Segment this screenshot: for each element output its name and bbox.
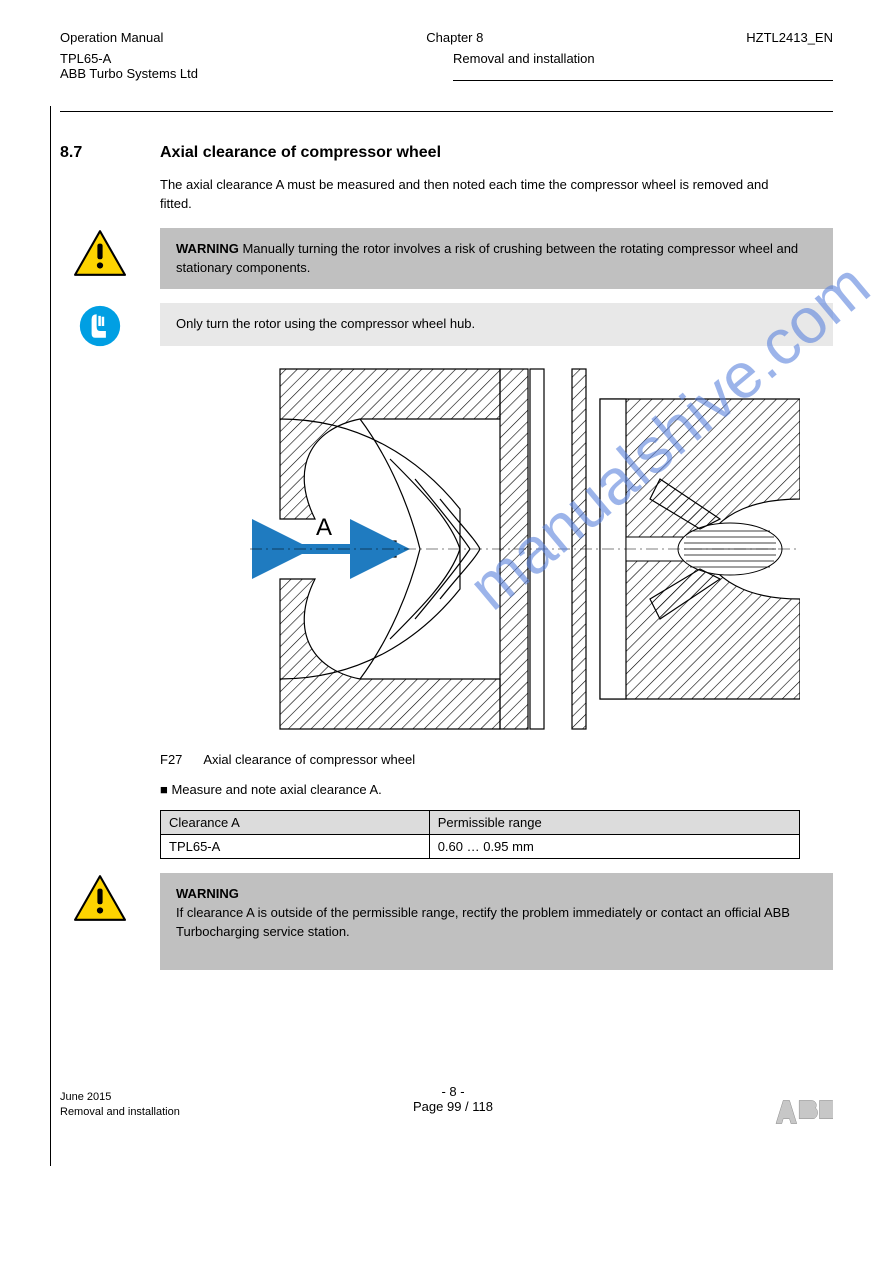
header-mid-row: TPL65-A ABB Turbo Systems Ltd Removal an…: [60, 47, 833, 81]
figure-caption: F27 Axial clearance of compressor wheel: [160, 752, 833, 767]
header-company: ABB Turbo Systems Ltd: [60, 66, 453, 81]
warning-icon: [74, 875, 126, 921]
gloves-icon: [79, 305, 121, 347]
intro-text: The axial clearance A must be measured a…: [160, 176, 800, 214]
figure-arrow-label: A: [316, 514, 332, 541]
footer-date: June 2015: [60, 1090, 180, 1105]
section-title: Axial clearance of compressor wheel: [160, 144, 833, 162]
note-body-1: Only turn the rotor using the compressor…: [176, 316, 475, 331]
header-top-row: Operation Manual Chapter 8 HZTL2413_EN: [60, 30, 833, 47]
table-header-left: Clearance A: [161, 811, 430, 835]
measure-text: Measure and note axial clearance A.: [171, 782, 381, 797]
warning-body-2: If clearance A is outside of the permiss…: [176, 904, 817, 942]
figure-svg: A: [160, 359, 800, 739]
footer-page-counter-top: - 8 -: [393, 1084, 513, 1099]
footer-section: Removal and installation: [60, 1105, 180, 1120]
note-block-1: Only turn the rotor using the compressor…: [60, 303, 833, 347]
warning-body-1: Manually turning the rotor involves a ri…: [176, 241, 798, 275]
warning-title-2: WARNING: [176, 886, 239, 901]
abb-logo: [775, 1099, 833, 1125]
warning-block-1: WARNING Manually turning the rotor invol…: [60, 228, 833, 290]
left-margin-line: [50, 106, 51, 1166]
header-manual-label: Operation Manual: [60, 30, 163, 45]
footer-page-counter-bottom: Page 99 / 118: [393, 1099, 513, 1114]
page-container: Operation Manual Chapter 8 HZTL2413_EN T…: [0, 0, 893, 1161]
header-section-label: Removal and installation: [453, 51, 833, 66]
warning-icon: [74, 230, 126, 276]
warning-block-2: WARNING If clearance A is outside of the…: [60, 873, 833, 970]
clearance-table: Clearance A Permissible range TPL65-A 0.…: [160, 810, 800, 859]
warning-title-1: WARNING: [176, 241, 239, 256]
warning-callout-2: WARNING If clearance A is outside of the…: [160, 873, 833, 970]
section-heading: 8.7 Axial clearance of compressor wheel: [60, 122, 833, 166]
warning-callout-1: WARNING Manually turning the rotor invol…: [160, 228, 833, 290]
figure-wrap: A manualshiv: [160, 359, 800, 744]
footer-left: June 2015 Removal and installation: [60, 1090, 180, 1121]
measure-instruction: ■ Measure and note axial clearance A.: [160, 781, 800, 800]
header-chapter-label: Chapter 8: [426, 30, 483, 45]
table-header-right: Permissible range: [429, 811, 799, 835]
header-model: TPL65-A: [60, 51, 453, 66]
table-cell-range: 0.60 … 0.95 mm: [429, 835, 799, 859]
table-cell-model: TPL65-A: [161, 835, 430, 859]
header-divider: [60, 111, 833, 112]
page-footer: June 2015 Removal and installation - 8 -…: [60, 1090, 833, 1121]
section-number: 8.7: [60, 144, 124, 162]
figure-caption-text: Axial clearance of compressor wheel: [203, 752, 415, 767]
header-doc-id: HZTL2413_EN: [746, 30, 833, 45]
note-callout-1: Only turn the rotor using the compressor…: [160, 303, 833, 346]
table-row: TPL65-A 0.60 … 0.95 mm: [161, 835, 800, 859]
footer-center: - 8 - Page 99 / 118: [393, 1084, 513, 1114]
figure-caption-id: F27: [160, 752, 182, 767]
table-header-row: Clearance A Permissible range: [161, 811, 800, 835]
